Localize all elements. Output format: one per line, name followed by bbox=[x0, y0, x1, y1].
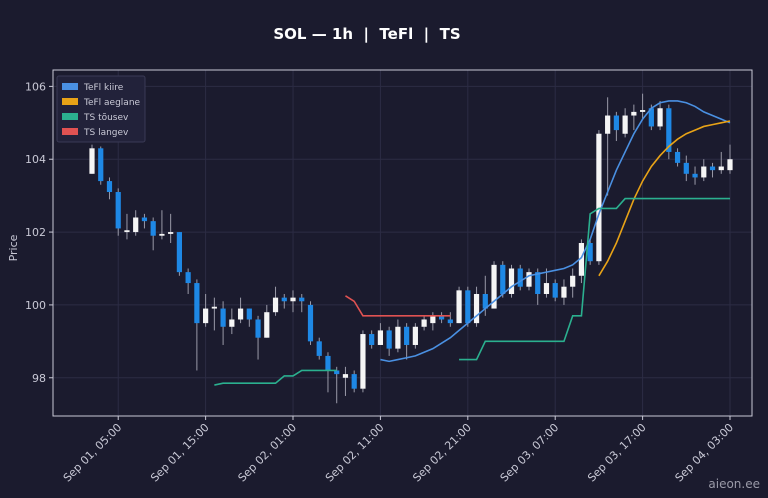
legend-swatch bbox=[62, 83, 78, 90]
candle-body bbox=[176, 232, 182, 273]
candle-body bbox=[456, 290, 462, 324]
candle-body bbox=[369, 334, 375, 345]
candle-body bbox=[657, 108, 663, 127]
candle-body bbox=[482, 293, 488, 309]
candle-body bbox=[272, 297, 279, 313]
candle-body bbox=[430, 315, 436, 324]
candle-body bbox=[133, 217, 139, 233]
candle-body bbox=[587, 243, 593, 262]
watermark: aieon.ee bbox=[708, 477, 760, 491]
candle-body bbox=[246, 308, 252, 320]
candle-body bbox=[683, 162, 689, 174]
candle-body bbox=[255, 319, 261, 338]
candle-body bbox=[185, 272, 191, 284]
candle-body bbox=[517, 268, 523, 287]
candle-body bbox=[666, 108, 672, 152]
candle-body bbox=[194, 283, 200, 324]
candle-body bbox=[596, 133, 602, 262]
candle-body bbox=[307, 304, 314, 342]
candle-body bbox=[141, 217, 148, 222]
candle-body bbox=[526, 272, 532, 287]
candle-body bbox=[552, 283, 558, 298]
legend-swatch bbox=[62, 128, 78, 135]
candle-body bbox=[473, 293, 480, 324]
candle-body bbox=[290, 297, 296, 302]
candle-body bbox=[543, 283, 550, 294]
indicator-line bbox=[380, 100, 731, 363]
candle-body bbox=[351, 374, 357, 389]
candle-body bbox=[605, 115, 611, 134]
legend-label: TeFl aeglane bbox=[83, 98, 141, 108]
candle-body bbox=[98, 148, 104, 182]
candle-body bbox=[578, 243, 585, 276]
candle-body bbox=[264, 312, 270, 338]
candle-body bbox=[325, 355, 331, 371]
candle-body bbox=[718, 166, 724, 171]
legend-label: TS langev bbox=[83, 128, 129, 138]
candle-body bbox=[727, 159, 733, 171]
candle-body bbox=[386, 330, 392, 349]
candle-body bbox=[404, 326, 410, 345]
candle-body bbox=[395, 326, 401, 349]
y-axis-label: Price bbox=[7, 234, 20, 261]
candle-body bbox=[150, 221, 156, 236]
candle-body bbox=[692, 173, 698, 178]
candle-body bbox=[360, 334, 366, 389]
candle-body bbox=[106, 181, 113, 193]
candle-body bbox=[334, 370, 340, 375]
legend-box bbox=[56, 75, 146, 143]
candle-body bbox=[115, 192, 121, 229]
candle-body bbox=[421, 319, 427, 327]
candle-body bbox=[622, 115, 628, 134]
y-tick-label: 104 bbox=[25, 153, 46, 166]
y-tick-label: 106 bbox=[25, 80, 46, 93]
candle-body bbox=[500, 264, 506, 294]
legend-swatch bbox=[62, 98, 78, 105]
candle-body bbox=[561, 286, 567, 298]
indicator-line bbox=[459, 197, 730, 361]
indicator-line bbox=[345, 295, 451, 317]
candle-body bbox=[709, 166, 716, 171]
candle-body bbox=[377, 330, 384, 345]
candle-body bbox=[491, 264, 497, 309]
candle-body bbox=[316, 341, 322, 356]
candle-body bbox=[570, 275, 576, 287]
candle-body bbox=[631, 111, 637, 116]
y-tick-label: 98 bbox=[32, 372, 46, 385]
candle-body bbox=[89, 148, 95, 174]
chart-title: SOL — 1h | TeFl | TS bbox=[273, 25, 460, 44]
candle-body bbox=[281, 297, 287, 302]
candle-body bbox=[342, 374, 349, 378]
candle-body bbox=[412, 326, 418, 345]
indicator-line bbox=[598, 120, 731, 277]
candle-body bbox=[535, 272, 541, 294]
y-tick-label: 102 bbox=[25, 226, 46, 239]
candle-body bbox=[229, 319, 235, 327]
plot-frame bbox=[52, 69, 753, 417]
y-tick-label: 100 bbox=[25, 299, 46, 312]
candle-body bbox=[220, 308, 226, 327]
candle-body bbox=[299, 297, 305, 302]
candle-body bbox=[438, 315, 445, 320]
candle-body bbox=[211, 306, 217, 309]
candle-body bbox=[159, 233, 165, 236]
candle-body bbox=[613, 115, 619, 131]
legend-swatch bbox=[62, 113, 78, 120]
candle-body bbox=[701, 166, 707, 178]
candle-body bbox=[237, 308, 244, 320]
candle-body bbox=[465, 290, 471, 324]
candle-body bbox=[508, 268, 515, 294]
candle-body bbox=[124, 230, 130, 233]
candle-body bbox=[648, 108, 654, 127]
candle-body bbox=[447, 319, 453, 324]
legend-label: TeFl kiire bbox=[83, 83, 124, 93]
candle-body bbox=[674, 151, 681, 163]
candle-body bbox=[203, 308, 209, 324]
candle-body bbox=[640, 110, 646, 112]
legend-label: TS tõusev bbox=[83, 113, 129, 123]
indicator-line bbox=[214, 369, 337, 386]
candle-body bbox=[168, 232, 174, 234]
